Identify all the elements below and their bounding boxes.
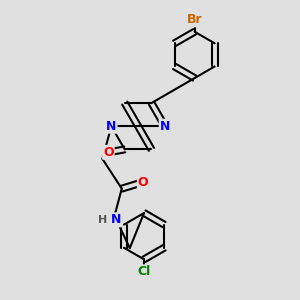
Text: O: O [103,146,114,159]
Text: N: N [111,213,122,226]
Text: Br: Br [187,13,203,26]
Text: N: N [106,120,116,133]
Text: H: H [98,215,107,225]
Text: Cl: Cl [137,266,151,278]
Text: N: N [160,120,170,133]
Text: O: O [138,176,148,189]
